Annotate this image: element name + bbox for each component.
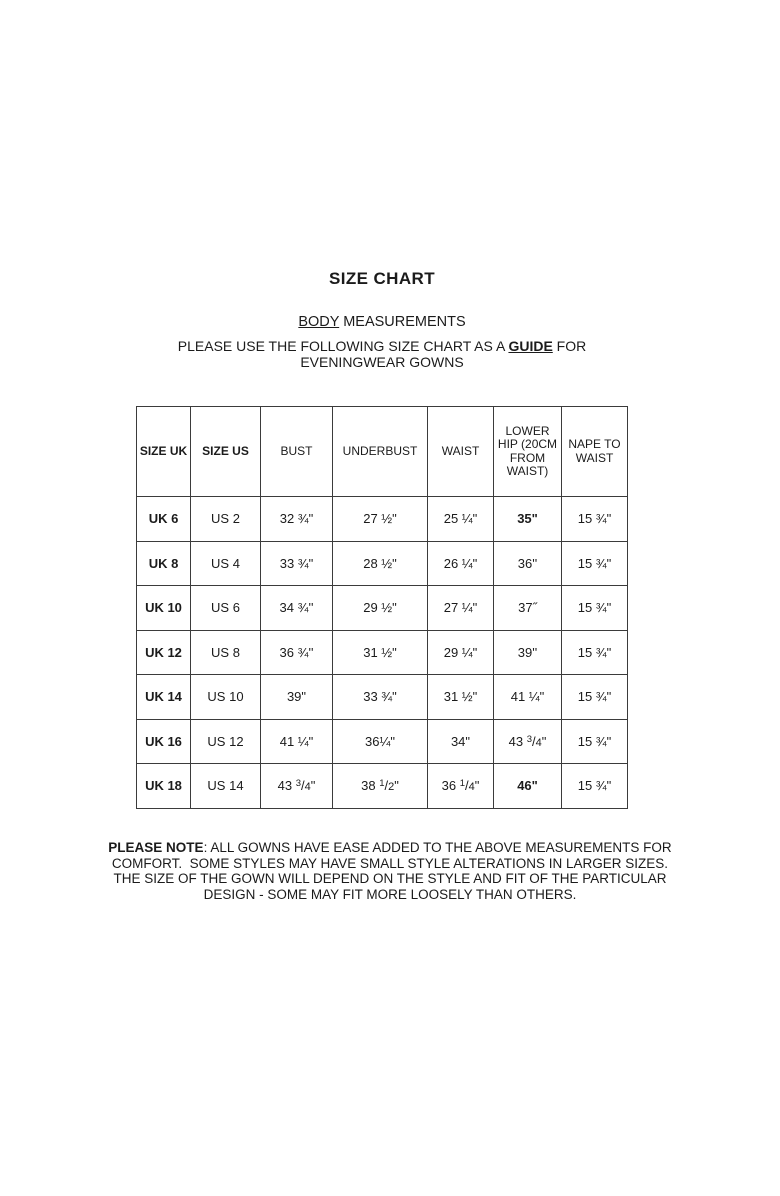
table-cell: 26 ¼": [427, 540, 494, 586]
table-row: UK 8 US 4 33 ¾" 28 ½" 26 ¼" 36'' 15 ¾": [136, 540, 628, 586]
table-cell: UK 8: [136, 540, 191, 586]
table-row: UK 18 US 14 43 3/4" 38 1/2" 36 1/4" 46" 15 ¾": [136, 763, 628, 809]
table-cell: 31 ½": [427, 674, 494, 720]
column-header: SIZE UK: [136, 406, 191, 497]
table-cell: 31 ½": [332, 629, 428, 675]
table-cell: 37˝: [493, 585, 562, 631]
table-cell: 39": [260, 674, 333, 720]
page-title: SIZE CHART: [329, 269, 435, 288]
table-cell: US 14: [190, 763, 261, 809]
table-cell: US 4: [190, 540, 261, 586]
table-row: UK 6 US 2 32 ¾" 27 ½" 25 ¼" 35" 15 ¾": [136, 496, 628, 542]
table-cell: 15 ¾": [561, 718, 628, 764]
size-chart-table: SIZE UK SIZE US BUST UNDERBUST WAIST LOWER HI…: [136, 406, 628, 809]
table-cell: 36'': [493, 540, 562, 586]
table-cell: 35": [493, 496, 562, 542]
column-header: UNDERBUST: [332, 406, 428, 497]
column-header: SIZE US: [190, 406, 261, 497]
table-cell: UK 16: [136, 718, 191, 764]
guide-emphasis-word: GUIDE: [508, 338, 553, 354]
table-cell: 15 ¾": [561, 674, 628, 720]
note-paragraph: PLEASE NOTE: ALL GOWNS HAVE EASE ADDED T…: [104, 840, 676, 902]
table-cell: 36 ¾'': [260, 629, 333, 675]
table-cell: US 12: [190, 718, 261, 764]
table-cell: 29 ½": [332, 585, 428, 631]
table-cell: 34 ¾'': [260, 585, 333, 631]
table-cell: 15 ¾": [561, 629, 628, 675]
table-cell: 32 ¾": [260, 496, 333, 542]
table-cell: UK 10: [136, 585, 191, 631]
document-header: SIZE CHART BODY MEASUREMENTS PLEASE USE …: [0, 269, 764, 371]
note-emphasis: PLEASE NOTE: [108, 840, 204, 855]
table-cell: US 6: [190, 585, 261, 631]
column-header: BUST: [260, 406, 333, 497]
column-header: LOWER HIP (20CM FROM WAIST): [493, 406, 562, 497]
table-cell: 36¼": [332, 718, 428, 764]
table-row: UK 16 US 12 41 ¼" 36¼" 34" 43 3/4" 15 ¾": [136, 718, 628, 764]
table-row: UK 12 US 8 36 ¾'' 31 ½" 29 ¼" 39'' 15 ¾": [136, 629, 628, 675]
table-cell: US 8: [190, 629, 261, 675]
table-cell: 15 ¾": [561, 585, 628, 631]
table-cell: UK 18: [136, 763, 191, 809]
table-header-row: SIZE UK SIZE US BUST UNDERBUST WAIST LOWER HI…: [136, 406, 628, 497]
subtitle-rest: MEASUREMENTS: [339, 314, 466, 330]
table-cell: 25 ¼": [427, 496, 494, 542]
subtitle-underlined-word: BODY: [298, 314, 340, 330]
table-cell: 41 ¼": [493, 674, 562, 720]
table-cell: 15 ¾": [561, 763, 628, 809]
table-cell: UK 14: [136, 674, 191, 720]
table-cell: US 10: [190, 674, 261, 720]
table-cell: UK 12: [136, 629, 191, 675]
table-cell: US 2: [190, 496, 261, 542]
table-cell: UK 6: [136, 496, 191, 542]
table-cell: 27 ¼": [427, 585, 494, 631]
guide-text-pre: PLEASE USE THE FOLLOWING SIZE CHART AS A: [177, 338, 509, 354]
table-cell: 34": [427, 718, 494, 764]
table-cell: 46": [493, 763, 562, 809]
table-cell: 15 ¾": [561, 496, 628, 542]
table-cell: 33 ¾": [332, 674, 428, 720]
guide-text-post: FOR EVENINGWEAR GOWNS: [300, 338, 587, 370]
table-cell: 15 ¾": [561, 540, 628, 586]
table-cell: 43 3/4": [493, 718, 562, 764]
table-row: UK 10 US 6 34 ¾'' 29 ½" 27 ¼" 37˝ 15 ¾": [136, 585, 628, 631]
table-head: SIZE UK SIZE US BUST UNDERBUST WAIST LOWER HI…: [136, 406, 628, 497]
table-cell: 36 1/4": [427, 763, 494, 809]
guide-instruction: PLEASE USE THE FOLLOWING SIZE CHART AS A…: [147, 338, 617, 371]
table-cell: 27 ½": [332, 496, 428, 542]
subtitle: BODY MEASUREMENTS: [0, 314, 764, 330]
table-cell: 33 ¾": [260, 540, 333, 586]
footer-note: PLEASE NOTE: ALL GOWNS HAVE EASE ADDED T…: [0, 840, 780, 904]
table-cell: 29 ¼": [427, 629, 494, 675]
column-header: WAIST: [427, 406, 494, 497]
table-cell: 39'': [493, 629, 562, 675]
table-cell: 41 ¼": [260, 718, 333, 764]
table-cell: 28 ½": [332, 540, 428, 586]
table-row: UK 14 US 10 39" 33 ¾" 31 ½" 41 ¼" 15 ¾": [136, 674, 628, 720]
note-text: : ALL GOWNS HAVE EASE ADDED TO THE ABOVE…: [111, 840, 676, 902]
column-header: NAPE TO WAIST: [561, 406, 628, 497]
table-cell: 38 1/2": [332, 763, 428, 809]
table-cell: 43 3/4": [260, 763, 333, 809]
